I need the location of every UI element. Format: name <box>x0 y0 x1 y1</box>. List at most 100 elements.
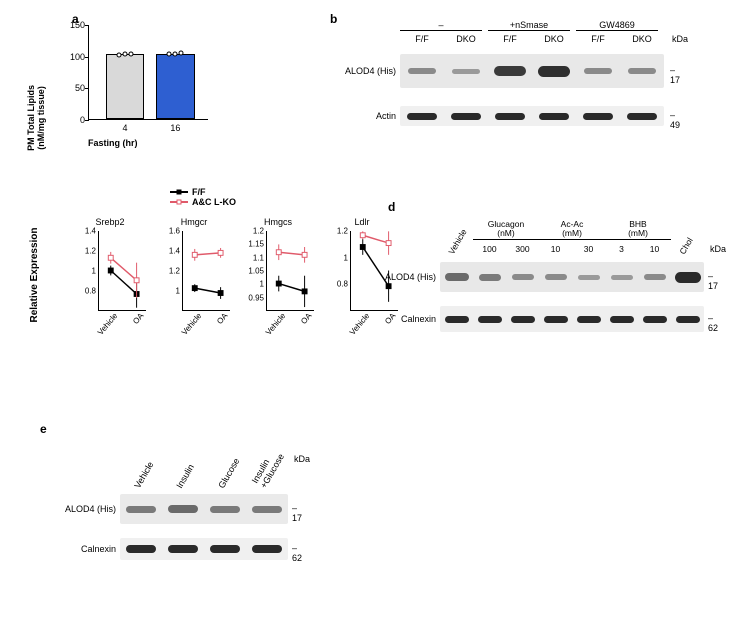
panel-b-kda-label: kDa <box>672 34 688 44</box>
panel-d-band <box>545 274 567 280</box>
panel-d-group-label: BHB (mM) <box>605 220 671 240</box>
panel-e-kda-label: kDa <box>294 454 310 464</box>
panel-a-xcat: 16 <box>170 119 180 133</box>
panel-d-blot-row: Calnexin– 62 <box>440 306 704 332</box>
panel-d-band <box>644 274 666 280</box>
panel-e-label: e <box>40 422 47 436</box>
panel-a-y-title: PM Total Lipids (nM/mg tissue) <box>26 85 46 151</box>
panel-d-band <box>512 274 534 280</box>
panel-d-band <box>511 316 535 323</box>
panel-e-band <box>252 545 282 553</box>
panel-d-row-label: ALOD4 (His) <box>378 272 436 282</box>
panel-d-sublabel: 3 <box>619 244 624 254</box>
panel-d-band <box>577 316 601 323</box>
panel-d-sublabel: 100 <box>482 244 496 254</box>
panel-a-xcat: 4 <box>122 119 127 133</box>
panel-c-ytick: 0.8 <box>337 280 351 289</box>
panel-e-band <box>210 545 240 553</box>
panel-c-subplot: Hmgcs0.9511.051.11.151.2VehicleOA <box>238 219 318 339</box>
panel-c-line-charts: F/FA&C L-KO Relative Expression Srebp20.… <box>40 195 400 355</box>
panel-d-band <box>676 316 700 323</box>
panel-c-ytick: 1.2 <box>85 247 99 256</box>
panel-d-band <box>578 275 600 280</box>
panel-c-ytick: 1.05 <box>248 267 267 276</box>
panel-e-blot: VehicleInsulinGlucoseInsulin +GlucosekDa… <box>50 430 370 560</box>
panel-e-blot-row: ALOD4 (His)– 17 <box>120 494 288 524</box>
panel-c-subplot-title: Hmgcr <box>181 217 208 227</box>
panel-c-subplot: Hmgcr 1 1.2 1.4 1.6 Vehicle OA <box>154 219 234 339</box>
panel-c-subplot-title: Ldlr <box>354 217 369 227</box>
panel-e-band <box>126 506 156 513</box>
panel-b-blot: –+nSmaseGW4869F/FDKOF/FDKOF/FDKOkDaALOD4… <box>330 20 710 126</box>
panel-b-marker: – 17 <box>670 65 680 85</box>
panel-d-marker: – 17 <box>708 271 718 291</box>
panel-b-blot-row: ALOD4 (His)– 17 <box>400 54 664 88</box>
panel-d-group-label: Glucagon (nM) <box>473 220 539 240</box>
panel-a-bar-chart: PM Total Lipids (nM/mg tissue) 050100150… <box>40 20 240 170</box>
panel-d-band <box>610 316 634 323</box>
panel-c-legend-item: A&C L-KO <box>170 197 236 207</box>
panel-d-group-label: Chol <box>677 236 694 256</box>
panel-c-ytick: 1.15 <box>248 240 267 249</box>
panel-c-xcat: Vehicle <box>348 311 371 337</box>
panel-e-marker: – 62 <box>292 543 302 563</box>
panel-b-marker: – 49 <box>670 110 680 130</box>
panel-c-subplot-title: Srebp2 <box>95 217 124 227</box>
panel-d-band <box>478 316 502 323</box>
panel-b-band <box>538 66 570 77</box>
panel-c-ytick: 1 <box>260 280 267 289</box>
panel-e-band <box>168 505 198 513</box>
panel-a-x-title: Fasting (hr) <box>88 138 138 148</box>
panel-c-ytick: 1.6 <box>169 227 183 236</box>
panel-a-axes: 050100150416 <box>88 25 208 120</box>
panel-b-band <box>539 113 569 120</box>
panel-c-xcat: OA <box>299 311 313 326</box>
panel-d-band <box>643 316 667 323</box>
panel-e-lane-label: Insulin <box>174 462 196 490</box>
panel-d-blot-row: ALOD4 (His)– 17 <box>440 262 704 292</box>
panel-d-band <box>445 273 469 281</box>
panel-a-datapoint <box>123 52 128 57</box>
panel-b-lane-label: DKO <box>456 34 476 44</box>
panel-e-blot-row: Calnexin– 62 <box>120 538 288 560</box>
panel-c-ytick: 1.2 <box>253 227 267 236</box>
panel-d-band <box>479 274 501 281</box>
panel-d-band <box>445 316 469 323</box>
panel-c-xcat: OA <box>215 311 229 326</box>
panel-e-lane-label: Insulin +Glucose <box>250 447 286 490</box>
panel-b-band <box>627 113 657 120</box>
panel-c-xcat: Vehicle <box>96 311 119 337</box>
panel-a-datapoint <box>117 53 122 58</box>
panel-b-band <box>494 66 526 76</box>
panel-c-subplot: Srebp20.811.21.4VehicleOA <box>70 219 150 339</box>
panel-c-ytick: 0.8 <box>85 287 99 296</box>
panel-c-subplot-title: Hmgcs <box>264 217 292 227</box>
panel-b-band <box>584 68 612 74</box>
panel-c-ytick: 1.1 <box>253 253 267 262</box>
panel-b-band <box>408 68 436 74</box>
panel-d-band <box>611 275 633 280</box>
panel-a-datapoint <box>173 51 178 56</box>
panel-c-xcat: Vehicle <box>180 311 203 337</box>
panel-b-lane-label: F/F <box>503 34 517 44</box>
panel-a-datapoint <box>167 52 172 57</box>
panel-c-ytick: 1.2 <box>169 267 183 276</box>
panel-b-band <box>495 113 525 120</box>
panel-b-row-label: Actin <box>338 111 396 121</box>
panel-b-row-label: ALOD4 (His) <box>338 66 396 76</box>
panel-d-sublabel: 30 <box>584 244 593 254</box>
panel-b-lane-label: DKO <box>544 34 564 44</box>
panel-b-group-label: +nSmase <box>488 20 570 31</box>
panel-c-xcat: Vehicle <box>264 311 287 337</box>
panel-c-ytick: 1.4 <box>169 247 183 256</box>
panel-b-band <box>452 69 480 74</box>
panel-b-lane-label: DKO <box>632 34 652 44</box>
panel-d-sublabel: 10 <box>650 244 659 254</box>
panel-d-group-label: Vehicle <box>446 227 468 256</box>
panel-a-bar <box>156 54 194 119</box>
panel-c-legend-item: F/F <box>170 187 236 197</box>
panel-c-ytick: 1 <box>344 253 351 262</box>
panel-c-ytick: 1 <box>176 287 183 296</box>
panel-e-row-label: Calnexin <box>58 544 116 554</box>
panel-b-blot-row: Actin– 49 <box>400 106 664 126</box>
